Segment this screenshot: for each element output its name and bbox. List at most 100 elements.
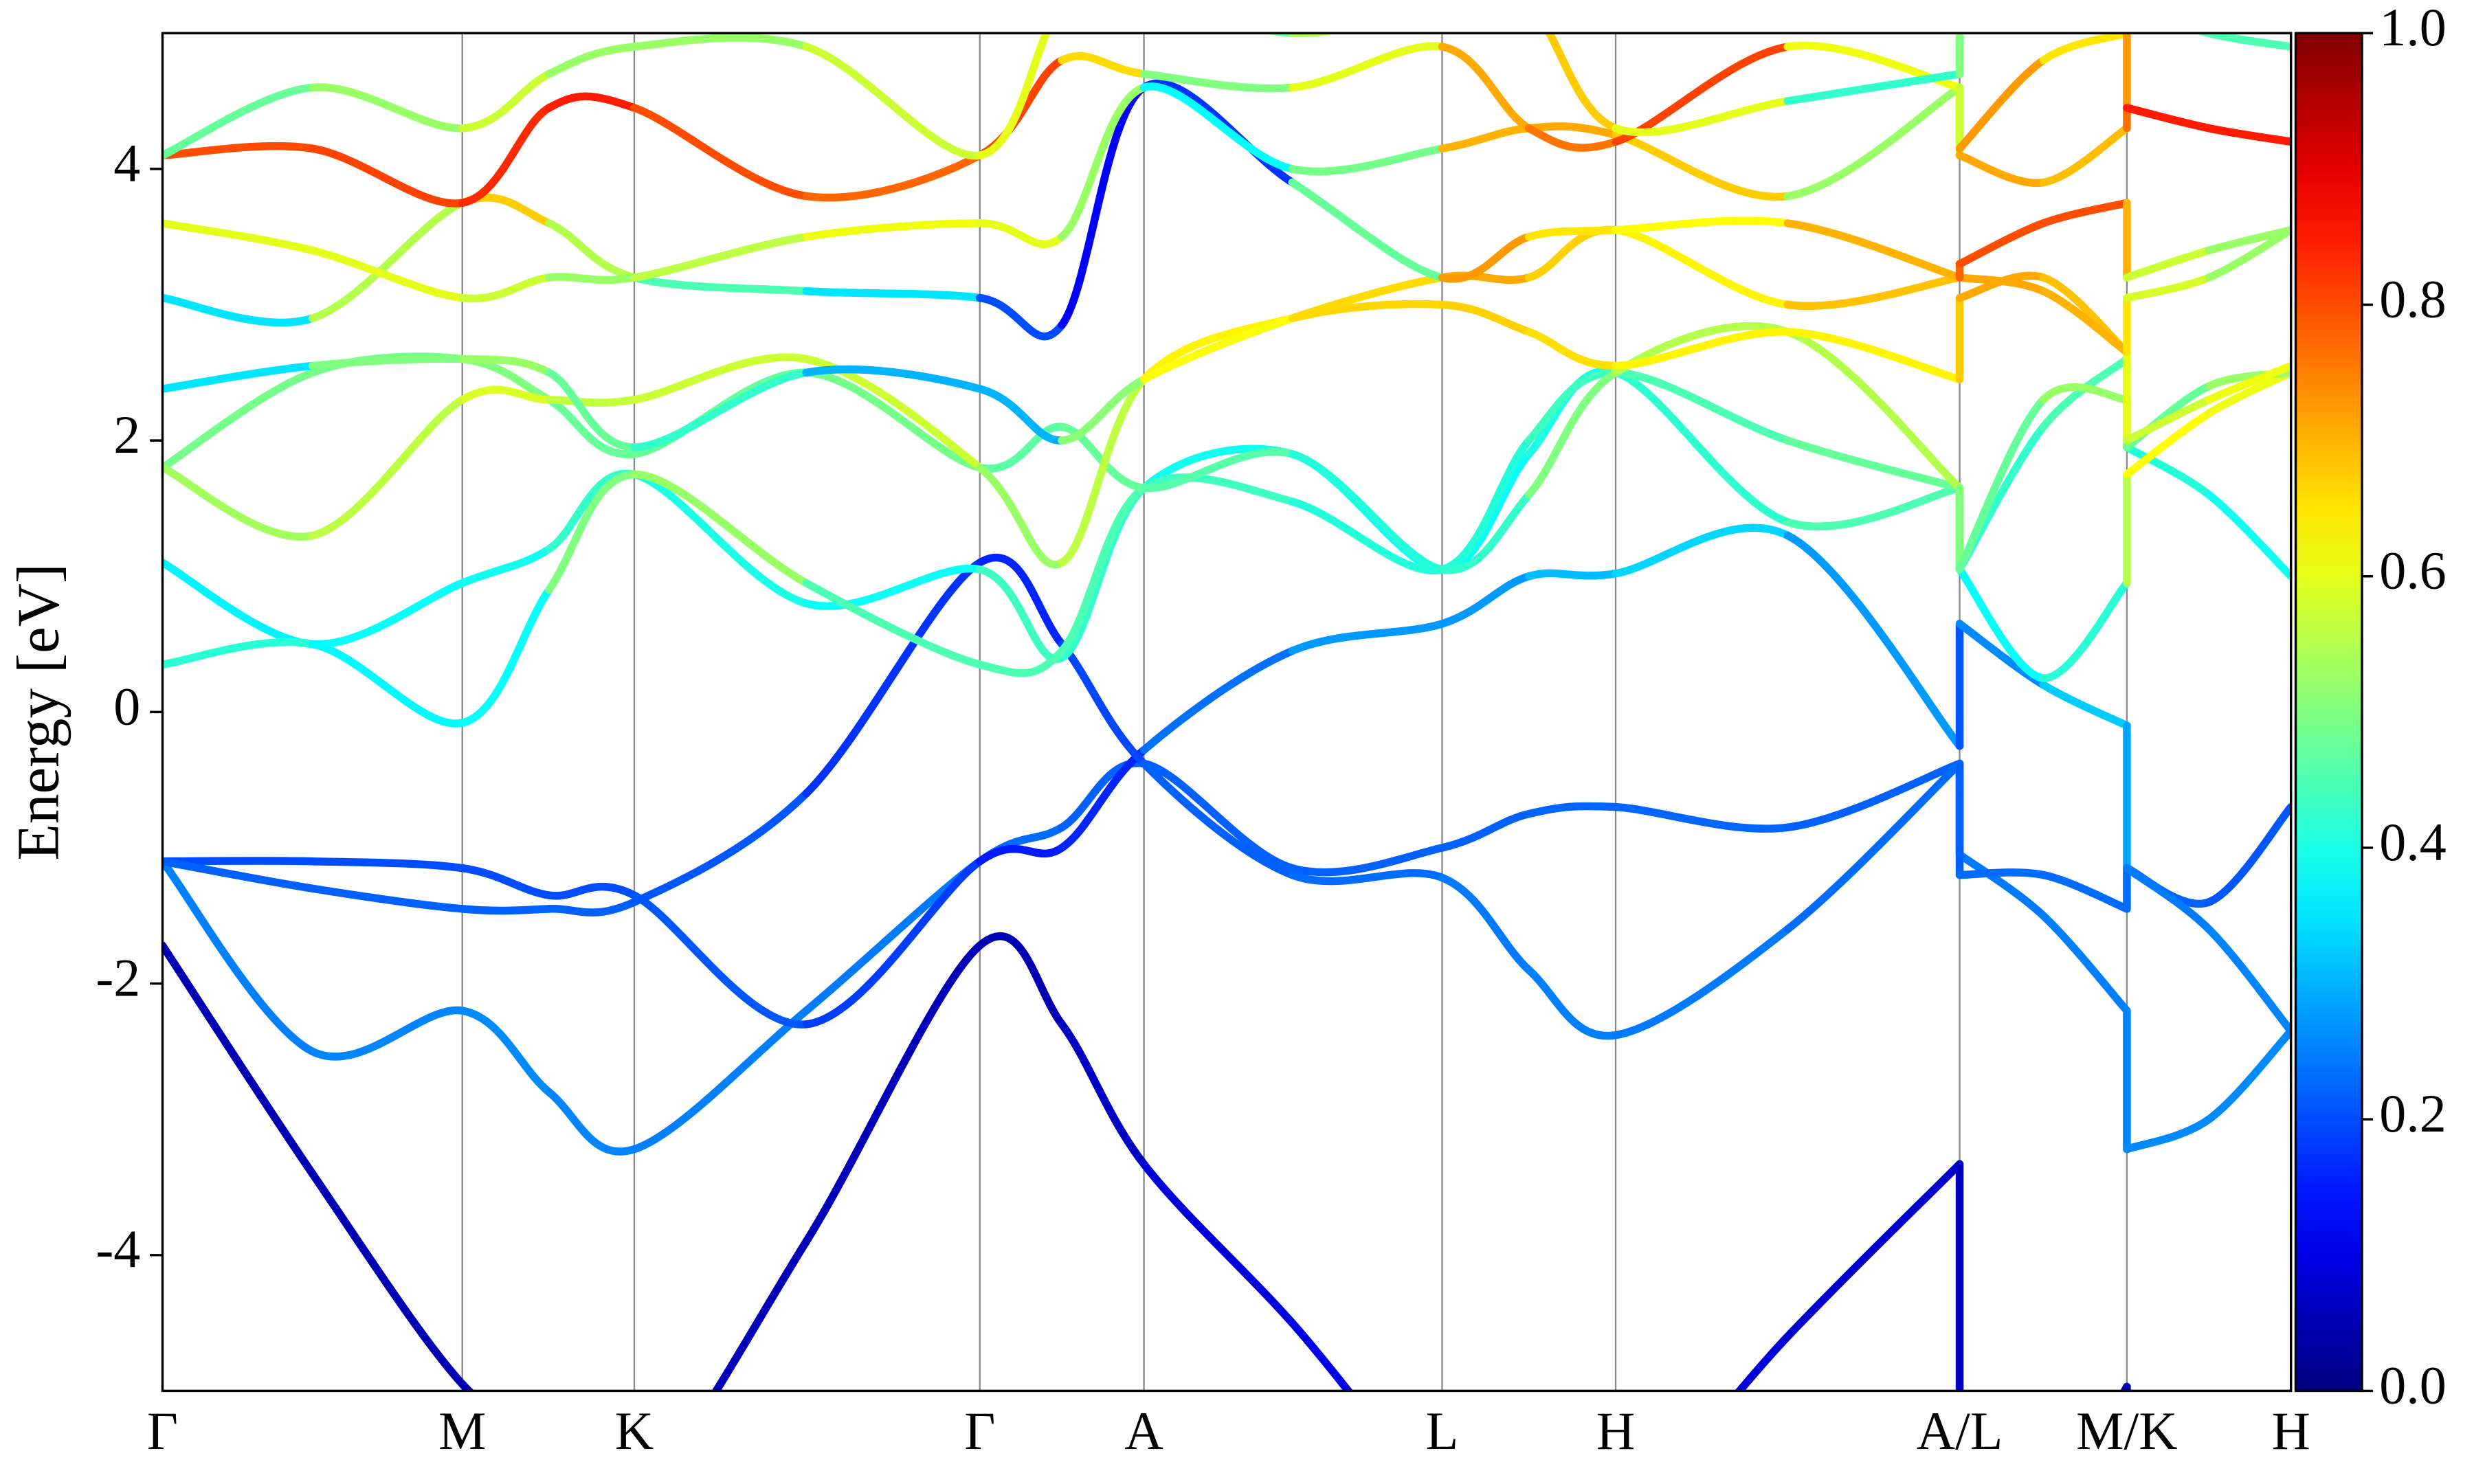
band-segment bbox=[1612, 524, 1792, 578]
band-segment bbox=[308, 1006, 467, 1061]
band-segment bbox=[2205, 491, 2291, 581]
band-segment bbox=[630, 33, 810, 51]
y-tick-label: 4 bbox=[113, 133, 140, 193]
band-segment bbox=[162, 941, 317, 1178]
band-segment bbox=[2039, 681, 2131, 730]
band-segment bbox=[976, 932, 1066, 1028]
band-segment bbox=[162, 219, 317, 255]
colorbar-gradient bbox=[2294, 32, 2363, 1393]
band-segment bbox=[1955, 151, 2047, 188]
y-tick-label: 0 bbox=[113, 676, 140, 736]
x-tick-label: Γ bbox=[964, 1401, 995, 1461]
band-segment bbox=[458, 585, 553, 727]
band-segment bbox=[1783, 219, 1964, 282]
band-segment bbox=[1612, 802, 1792, 833]
band-segment bbox=[1525, 569, 1620, 581]
band-segment bbox=[545, 43, 638, 78]
band-segment bbox=[1612, 226, 1792, 309]
band-segment bbox=[1525, 368, 1620, 445]
band-segment bbox=[1955, 868, 2047, 879]
band-segment bbox=[308, 83, 467, 133]
band-segment bbox=[1058, 83, 1148, 241]
band-segment bbox=[1438, 809, 1533, 852]
band-segment bbox=[1783, 69, 1964, 105]
band-segment bbox=[1612, 368, 1792, 445]
band-segment bbox=[1783, 273, 1964, 311]
band-segment bbox=[458, 273, 553, 303]
band-segment bbox=[1525, 124, 1620, 152]
band-segment bbox=[2039, 578, 2131, 682]
x-tick-label: M bbox=[438, 1401, 486, 1461]
band-segment bbox=[545, 396, 638, 459]
colorbar-tick-label: 1.0 bbox=[2379, 0, 2447, 57]
band-segment bbox=[1612, 131, 1792, 201]
band-segment bbox=[1288, 144, 1447, 176]
band-segment bbox=[2123, 246, 2214, 282]
band-segment bbox=[1139, 69, 1297, 93]
band-segment bbox=[162, 361, 317, 393]
band-segment bbox=[1058, 745, 1148, 852]
band-segment bbox=[1955, 565, 2047, 682]
band-segment bbox=[630, 470, 810, 607]
band-segment bbox=[976, 463, 1066, 569]
band-segment bbox=[1525, 368, 1620, 499]
band-segment bbox=[545, 92, 638, 112]
band-segment bbox=[1058, 1020, 1148, 1169]
band-segment bbox=[802, 365, 984, 393]
band-segment bbox=[2039, 286, 2131, 357]
band-segment bbox=[1525, 122, 1620, 139]
band-segment bbox=[308, 144, 467, 207]
band-segment bbox=[162, 857, 317, 866]
band-segment bbox=[1525, 226, 1620, 241]
band-segment bbox=[1612, 216, 1792, 234]
axes: Γ M K Γ A L H A/L M/K H -4 -2 0 2 4 bbox=[96, 133, 2310, 1461]
band-segment bbox=[545, 368, 638, 451]
band-segment bbox=[802, 368, 984, 472]
band-segment bbox=[545, 219, 638, 282]
band-segment bbox=[1783, 531, 1964, 750]
band-segment bbox=[1783, 41, 1964, 92]
band-segment bbox=[2039, 355, 2131, 431]
band-segment bbox=[2123, 273, 2214, 302]
band-segment bbox=[2123, 396, 2214, 445]
band-segment bbox=[1545, 33, 1620, 133]
band-segment bbox=[1783, 759, 1964, 832]
band-segment bbox=[1734, 1332, 1792, 1391]
band-segment bbox=[976, 33, 1051, 159]
band-segment bbox=[1612, 368, 1792, 526]
band-segment bbox=[630, 273, 810, 295]
band-segment bbox=[1058, 375, 1148, 567]
band-segment bbox=[1783, 484, 1964, 531]
band-segment bbox=[1783, 328, 1964, 493]
band-segment bbox=[976, 844, 1066, 866]
band-segment bbox=[802, 941, 984, 1246]
band-segment bbox=[976, 553, 1066, 649]
y-tick-label: 2 bbox=[113, 405, 140, 464]
band-segment bbox=[2123, 409, 2214, 479]
band-segment bbox=[1438, 232, 1533, 283]
band-segment bbox=[2205, 361, 2291, 404]
band-segment bbox=[308, 199, 467, 322]
band-segment bbox=[1438, 572, 1533, 628]
band-segment bbox=[1288, 497, 1447, 575]
band-segment bbox=[308, 1169, 467, 1389]
band-segment bbox=[1438, 124, 1533, 153]
band-segment bbox=[2205, 33, 2291, 51]
band-segment bbox=[1525, 802, 1620, 818]
x-tick-label: A bbox=[1124, 1401, 1163, 1461]
band-segment bbox=[630, 891, 810, 1028]
band-segment bbox=[2123, 1115, 2214, 1154]
band-segment bbox=[1058, 640, 1148, 768]
band-segment bbox=[2039, 912, 2131, 1015]
band-segment bbox=[458, 1007, 553, 1097]
band-segment bbox=[162, 857, 317, 1056]
band-segment bbox=[2205, 1026, 2291, 1123]
x-tick-label: M/K bbox=[2076, 1401, 2177, 1461]
band-segment bbox=[308, 857, 467, 873]
x-tick-label: K bbox=[615, 1401, 654, 1461]
x-tick-label: A/L bbox=[1917, 1401, 2003, 1461]
band-segment bbox=[1288, 42, 1447, 92]
band-segment bbox=[1058, 375, 1148, 445]
colorbar-tick-label: 0.4 bbox=[2379, 812, 2447, 872]
band-segment bbox=[1288, 844, 1447, 877]
